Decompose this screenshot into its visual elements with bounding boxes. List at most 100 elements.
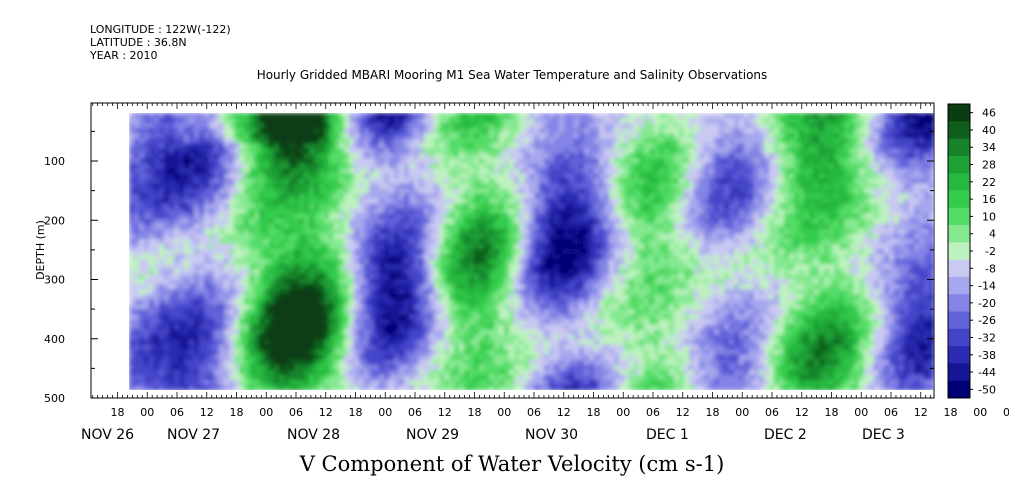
heatmap-cell [254, 168, 260, 175]
heatmap-cell [169, 284, 175, 290]
heatmap-cell [289, 329, 295, 336]
heatmap-cell [399, 148, 405, 154]
heatmap-cell [229, 238, 235, 245]
heatmap-cell [304, 168, 310, 175]
heatmap-cell [159, 334, 165, 341]
heatmap-cell [244, 203, 250, 210]
heatmap-cell [574, 299, 580, 305]
heatmap-cell [234, 349, 240, 356]
heatmap-cell [134, 208, 140, 215]
heatmap-cell [394, 374, 400, 381]
heatmap-cell [329, 309, 335, 316]
heatmap-cell [499, 319, 505, 326]
heatmap-cell [364, 218, 370, 225]
heatmap-cell [399, 188, 405, 195]
heatmap-cell [294, 329, 300, 336]
heatmap-cell [379, 173, 385, 180]
heatmap-cell [494, 208, 500, 215]
heatmap-cell [354, 153, 360, 159]
heatmap-cell [539, 213, 545, 220]
heatmap-cell [514, 284, 520, 290]
heatmap-cell [224, 193, 230, 200]
heatmap-cell [539, 364, 545, 371]
heatmap-cell [399, 369, 405, 376]
heatmap-cell [164, 153, 170, 159]
heatmap-cell [169, 168, 175, 175]
heatmap-cell [234, 163, 240, 169]
heatmap-cell [194, 284, 200, 290]
heatmap-cell [314, 163, 320, 169]
heatmap-cell [129, 359, 135, 366]
heatmap-cell [369, 168, 375, 175]
heatmap-cell [174, 384, 180, 390]
heatmap-cell [519, 123, 525, 129]
heatmap-cell [504, 198, 510, 205]
heatmap-cell [194, 143, 200, 149]
heatmap-cell [294, 374, 300, 381]
heatmap-cell [444, 349, 450, 356]
heatmap-cell [504, 203, 510, 210]
heatmap-cell [559, 123, 565, 129]
heatmap-cell [279, 329, 285, 336]
heatmap-cell [334, 163, 340, 169]
heatmap-cell [344, 248, 350, 255]
heatmap-cell [509, 248, 515, 255]
heatmap-cell [299, 113, 305, 119]
heatmap-cell [419, 243, 425, 250]
heatmap-cell [554, 349, 560, 356]
heatmap-cell [219, 304, 225, 311]
heatmap-cell [144, 314, 150, 321]
heatmap-cell [179, 238, 185, 245]
heatmap-cell [379, 324, 385, 331]
heatmap-cell [549, 238, 555, 245]
heatmap-cell [339, 133, 345, 139]
heatmap-cell [189, 223, 195, 230]
heatmap-cell [294, 379, 300, 386]
heatmap-cell [139, 289, 145, 295]
heatmap-cell [349, 203, 355, 210]
heatmap-cell [369, 233, 375, 240]
heatmap-cell [504, 243, 510, 250]
heatmap-cell [259, 294, 265, 300]
heatmap-cell [339, 113, 345, 119]
heatmap-cell [274, 359, 280, 366]
heatmap-cell [309, 314, 315, 321]
heatmap-cell [199, 193, 205, 200]
heatmap-cell [469, 243, 475, 250]
heatmap-cell [354, 243, 360, 250]
heatmap-cell [564, 233, 570, 240]
heatmap-cell [449, 183, 455, 190]
heatmap-cell [204, 233, 210, 240]
heatmap-cell [184, 294, 190, 300]
heatmap-cell [214, 128, 220, 134]
heatmap-cell [424, 228, 430, 235]
heatmap-cell [194, 133, 200, 139]
heatmap-cell [464, 314, 470, 321]
heatmap-cell [399, 309, 405, 316]
heatmap-cell [409, 349, 415, 356]
heatmap-cell [529, 188, 535, 195]
heatmap-cell [539, 148, 545, 154]
heatmap-cell [559, 203, 565, 210]
heatmap-cell [129, 173, 135, 180]
heatmap-cell [269, 223, 275, 230]
heatmap-cell [539, 193, 545, 200]
heatmap-cell [339, 384, 345, 390]
heatmap-cell [309, 344, 315, 351]
heatmap-cell [574, 223, 580, 230]
heatmap-cell [299, 259, 305, 265]
heatmap-cell [229, 359, 235, 366]
heatmap-cell [314, 213, 320, 220]
heatmap-cell [399, 118, 405, 124]
heatmap-cell [309, 238, 315, 245]
heatmap-cell [559, 223, 565, 230]
heatmap-cell [164, 148, 170, 154]
heatmap-cell [219, 294, 225, 300]
heatmap-cell [189, 259, 195, 265]
heatmap-cell [279, 148, 285, 154]
heatmap-cell [234, 364, 240, 371]
heatmap-cell [339, 369, 345, 376]
heatmap-cell [554, 228, 560, 235]
heatmap-cell [524, 264, 530, 270]
heatmap-cell [509, 148, 515, 154]
